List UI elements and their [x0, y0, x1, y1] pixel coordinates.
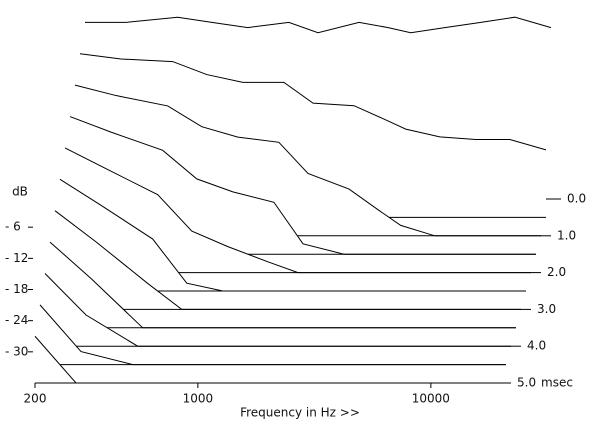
slice-fill: [65, 147, 531, 273]
slice-curve: [79, 53, 547, 151]
slice-curve: [85, 16, 552, 34]
z-axis-label: dB: [12, 185, 28, 199]
z-tick-label: - 24: [5, 313, 28, 327]
time-tick-label: 3.0: [537, 302, 556, 316]
z-tick-label: - 18: [5, 282, 28, 296]
time-tick-label: 5.0: [517, 376, 536, 390]
slice-fill: [50, 242, 516, 328]
x-axis-label: Frequency in Hz >>: [240, 406, 360, 420]
time-unit: msec: [541, 376, 573, 390]
slice-fill: [45, 273, 511, 347]
slice-fill: [70, 116, 536, 255]
z-tick-label: - 30: [5, 344, 28, 358]
slice-fill: [40, 304, 506, 365]
time-tick-label: 1.0: [557, 228, 576, 242]
time-tick-label: 0.0: [567, 192, 586, 206]
time-tick-label: 2.0: [547, 265, 566, 279]
z-tick-label: - 6: [5, 220, 21, 234]
x-tick-label: 1000: [183, 392, 214, 406]
x-tick-label: 200: [24, 392, 47, 406]
time-tick-label: 4.0: [527, 339, 546, 353]
x-tick-label: 10000: [412, 392, 450, 406]
z-tick-label: - 12: [5, 251, 28, 265]
